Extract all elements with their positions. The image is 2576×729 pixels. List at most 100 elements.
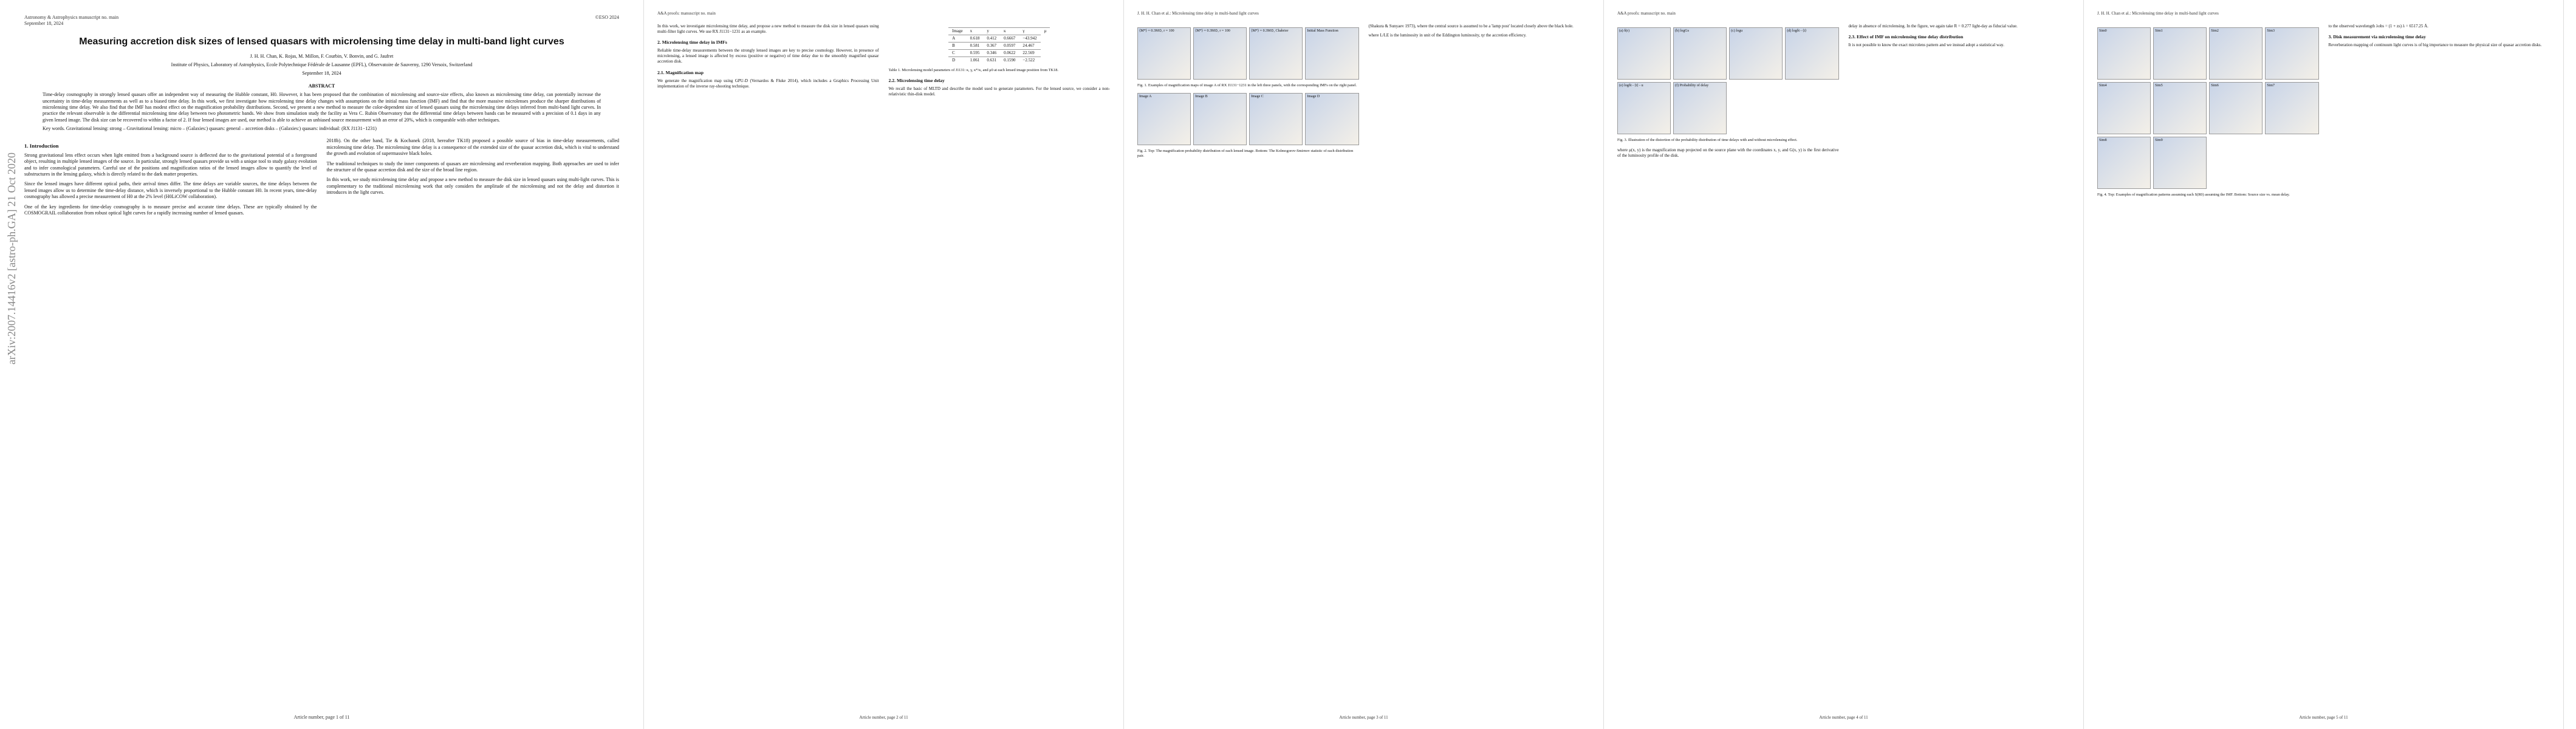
figure-panel: (b) logGs [1673,27,1727,80]
figure-panel: Sim7 [2265,82,2319,135]
paragraph: We recall the basic of MLTD and describe… [888,86,1111,97]
paragraph: Reverberation mapping of continuum light… [2328,43,2542,48]
section-heading: 2.1. Magnification map [657,69,704,75]
authors: J. H. H. Chan, K. Rojas, M. Millon, F. C… [250,53,394,59]
page-header: J. H. H. Chan et al.: Microlensing time … [2097,11,2550,16]
header-text: J. H. H. Chan et al.: Microlensing time … [2097,11,2219,16]
column: (a) δ(r) (b) logGs (c) logu (d) logδt - ⟨t⟩… [1617,24,1839,162]
table-row: A 0.618 0.412 0.6667 −43.942 [948,35,1050,43]
column: delay in absence of microlensing. In the… [1849,24,2071,162]
page-footer: Article number, page 3 of 11 [1339,714,1388,720]
page: A&A proofs: manuscript no. main In this w… [644,0,1124,729]
caption: Fig. 1. Examples of magnification maps o… [1137,83,1357,88]
page: J. H. H. Chan et al.: Microlensing time … [1124,0,1604,729]
table-cell: x [966,27,984,35]
header-text: Astronomy & Astrophysics manuscript no. … [24,15,119,20]
figure-panel: Sim0 [2097,27,2151,80]
table-cell: 1.061 [966,56,984,64]
paragraph: where L/LE is the luminosity in unit of … [1368,33,1527,38]
column: 1. Introduction Strong gravitational lens… [24,138,317,220]
figure-panel: Image C [1249,93,1303,146]
figure: (a) δ(r) (b) logGs (c) logu (d) logδt - ⟨t⟩… [1617,27,1839,135]
caption: Table 1. Microlensing model parameters o… [888,67,1058,72]
figure-panel: Sim3 [2265,27,2319,80]
section-heading: 1. Introduction [24,143,59,149]
page-footer: Article number, page 5 of 11 [2299,714,2348,720]
table-cell: D [948,56,967,64]
table-cell: 24.467 [1019,42,1041,50]
arxiv-stamp: arXiv:2007.14416v2 [astro-ph.GA] 21 Oct … [5,152,18,364]
paragraph: In this work, we investigate microlensin… [657,24,879,35]
figure-panel: Sim2 [2209,27,2263,80]
paragraph: Strong gravitational lens effect occurs … [24,152,317,177]
figure: Sim0 Sim1 Sim2 Sim3 Sim4 Sim5 Sim6 Sim7 Sim8 Sim9 [2097,27,2319,190]
page-footer: Article number, page 4 of 11 [1819,714,1868,720]
caption: Fig. 4. Top: Examples of magnification p… [2097,193,2290,197]
table-cell: 0.6667 [1000,35,1019,43]
table-cell: −2.522 [1019,56,1041,64]
paragraph: We generate the magnification map using … [657,78,879,89]
paragraph: (Shakura & Sunyaev 1973), where the cent… [1368,24,1574,29]
column: (Shakura & Sunyaev 1973), where the cent… [1369,24,1591,164]
paragraph: where μ(x, y) is the magnification map p… [1617,148,1839,159]
page-footer: Article number, page 1 of 11 [293,714,350,720]
figure-panel: Sim1 [2153,27,2207,80]
paragraph: It is not possible to know the exact mic… [1848,43,2004,48]
table-cell: 0.367 [983,42,1001,50]
caption: Fig. 2. Top: The magnification probabili… [1137,149,1354,159]
table-cell: 0.581 [966,42,984,50]
figure-panel: (c) logu [1729,27,1783,80]
figure-panel: Sim9 [2153,137,2207,190]
table-cell: 0.0622 [1000,49,1019,57]
table-row: Image x y κ γ μ [948,27,1050,35]
page: A&A proofs: manuscript no. main (a) δ(r)(… [1604,0,2084,729]
figure-panel: (a) δ(r) [1617,27,1671,80]
table-cell: Image [948,27,967,35]
figure-panel: Sim6 [2209,82,2263,135]
table-cell: −43.942 [1019,35,1041,43]
table-cell: κ [1000,27,1019,35]
figure-panel: ⟨M*⟩ = 0.3M⊙, Chabrier [1249,27,1303,80]
section-heading: 2.2. Microlensing time delay [888,77,945,83]
table-cell: B [948,42,967,50]
abstract: Time-delay cosmography in strongly lense… [43,92,601,123]
figure-panel: Initial Mass Function [1305,27,1359,80]
affiliation: Institute of Physics, Laboratory of Astr… [171,61,473,67]
section-heading: 2. Microlensing time delay in IMFs [657,39,727,46]
figure-panel: (f) Probability of delay [1673,82,1727,135]
figure: ⟨M*⟩ = 0.3M⊙, r = 100 ⟨M*⟩ = 0.3M⊙, r = 1… [1137,27,1359,80]
table: Image x y κ γ μ A 0.618 0.412 0.6667 −43.942 B 0.581… [948,27,1050,64]
paper-title: Measuring accretion disk sizes of lensed… [79,36,564,47]
header-left: A&A proofs: manuscript no. main [657,11,716,16]
page-header: Astronomy & Astrophysics manuscript no. … [24,15,619,27]
figure: Image A Image B Image C Image D [1137,93,1359,146]
table-cell: γ [1019,27,1041,35]
paragraph: In this work, we study microlensing time… [326,177,620,196]
page: J. H. H. Chan et al.: Microlensing time … [2084,0,2564,729]
table-row: C 0.595 0.346 0.0622 22.569 [948,49,1050,57]
page-header: J. H. H. Chan et al.: Microlensing time … [1137,11,1590,16]
header-text: A&A proofs: manuscript no. main [1617,11,1676,16]
table-cell: 0.346 [983,49,1001,57]
figure-panel: Sim5 [2153,82,2207,135]
table-cell: 0.618 [966,35,984,43]
page-footer: Article number, page 2 of 11 [859,714,908,720]
paragraph: delay in absence of microlensing. In the… [1848,24,2018,29]
header-left: A&A proofs: manuscript no. main [1617,11,1676,16]
table-cell: C [948,49,967,57]
columns: (a) δ(r) (b) logGs (c) logu (d) logδt - ⟨t⟩… [1617,24,2070,162]
section-heading: 3. Disk measurement via microlensing tim… [2328,34,2427,40]
table-cell: 0.412 [983,35,1001,43]
figure-panel: ⟨M*⟩ = 0.3M⊙, r = 100 [1193,27,1247,80]
header-text: A&A proofs: manuscript no. main [657,11,716,16]
figure-panel: Image B [1193,93,1247,146]
keywords: Key words. Gravitational lensing: strong… [43,126,377,132]
paragraph: to the observed wavelength λobs = (1 + z… [2328,24,2428,29]
columns: 1. Introduction Strong gravitational lens… [24,138,619,220]
section-heading: 2.3. Effect of IMF on microlensing time … [1848,34,1964,40]
figure-panel: (d) logδt - ⟨t⟩ [1785,27,1839,80]
table-cell: 0.631 [983,56,1001,64]
figure-panel: Image D [1305,93,1359,146]
table-cell: 0.1590 [1000,56,1019,64]
